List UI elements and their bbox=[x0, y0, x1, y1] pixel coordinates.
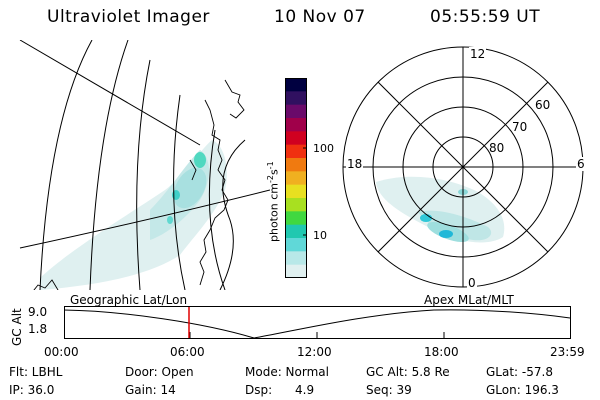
mlt-label-dawn: 6 bbox=[576, 157, 586, 171]
geographic-panel-label: Geographic Lat/Lon bbox=[70, 293, 188, 307]
orbit-x-ticks bbox=[189, 332, 445, 339]
colorbar-swatch bbox=[285, 118, 307, 132]
colorbar-swatch bbox=[285, 171, 307, 186]
status-seq: Seq: 39 bbox=[366, 383, 412, 397]
status-door: Door: Open bbox=[125, 365, 194, 379]
polar-plot bbox=[342, 46, 584, 288]
colorbar-tick-100: 100 bbox=[313, 142, 334, 155]
orbit-axis-label: GC Alt bbox=[10, 308, 24, 346]
orbit-xtick-0: 00:00 bbox=[44, 345, 79, 359]
aurora-geographic bbox=[40, 140, 227, 290]
colorbar-swatch bbox=[285, 104, 307, 119]
colorbar-tick-10: 10 bbox=[313, 229, 327, 242]
colorbar-swatch bbox=[285, 131, 307, 146]
status-mode: Mode: Normal bbox=[245, 365, 329, 379]
colorbar bbox=[285, 78, 307, 278]
status-gain: Gain: 14 bbox=[125, 383, 176, 397]
status-filter: Flt: LBHL bbox=[9, 365, 63, 379]
orbit-xtick-3: 18:00 bbox=[424, 345, 459, 359]
colorbar-swatch bbox=[285, 224, 307, 239]
colorbar-swatch bbox=[285, 91, 307, 106]
status-gc-alt: GC Alt: 5.8 Re bbox=[366, 365, 450, 379]
status-dsp: Dsp: 4.9 bbox=[245, 383, 315, 397]
orbit-ytick-low: 1.8 bbox=[28, 322, 48, 336]
mlat-label-60: 60 bbox=[535, 98, 551, 112]
orbit-xtick-1: 06:00 bbox=[170, 345, 205, 359]
mlt-label-midnight: 0 bbox=[467, 276, 477, 290]
colorbar-swatch bbox=[285, 158, 307, 172]
observation-time: 05:55:59 UT bbox=[430, 7, 541, 27]
colorbar-swatch bbox=[285, 198, 307, 212]
mlt-label-noon: 12 bbox=[469, 47, 487, 61]
status-ip: IP: 36.0 bbox=[9, 383, 55, 397]
colorbar-swatch bbox=[285, 184, 307, 199]
mlat-label-70: 70 bbox=[512, 120, 528, 134]
orbit-xtick-2: 12:00 bbox=[297, 345, 332, 359]
colorbar-swatch bbox=[285, 264, 307, 278]
mlt-label-dusk: 18 bbox=[346, 157, 364, 171]
status-glon: GLon: 196.3 bbox=[486, 383, 559, 397]
coastline bbox=[33, 79, 245, 290]
geographic-map bbox=[19, 40, 270, 290]
orbit-xtick-4: 23:59 bbox=[550, 345, 585, 359]
polar-panel-label: Apex MLat/MLT bbox=[424, 293, 514, 307]
orbit-ytick-high: 9.0 bbox=[28, 305, 48, 319]
orbit-altitude-curve bbox=[64, 309, 571, 339]
mlat-label-80: 80 bbox=[489, 141, 505, 155]
status-glat: GLat: -57.8 bbox=[486, 365, 553, 379]
orbit-altitude-chart bbox=[64, 306, 571, 339]
colorbar-swatch bbox=[285, 238, 307, 252]
colorbar-swatch bbox=[285, 251, 307, 266]
colorbar-swatch bbox=[285, 211, 307, 226]
polar-grid bbox=[342, 46, 584, 288]
colorbar-swatch bbox=[285, 144, 307, 159]
longitude-grid bbox=[39, 40, 226, 290]
latitude-grid bbox=[19, 40, 270, 290]
colorbar-swatch bbox=[285, 78, 307, 92]
observation-date: 10 Nov 07 bbox=[274, 7, 366, 27]
instrument-title: Ultraviolet Imager bbox=[47, 7, 210, 27]
colorbar-unit-label: photon cm-2s-1 bbox=[266, 161, 281, 242]
